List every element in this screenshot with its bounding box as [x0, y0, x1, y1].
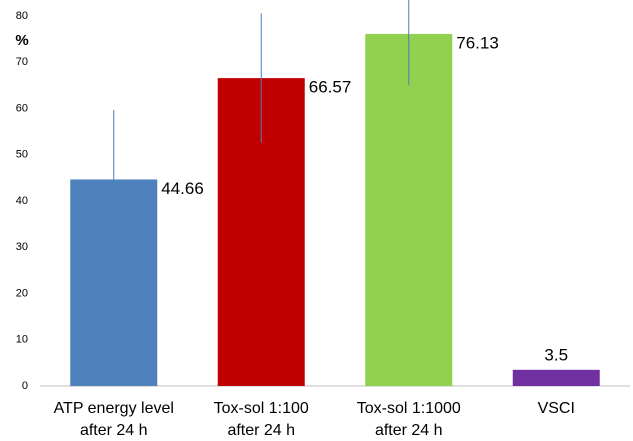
- x-tick-label: VSCI: [538, 400, 575, 417]
- value-label: 44.66: [161, 179, 204, 198]
- y-tick-label: 40: [16, 195, 28, 207]
- x-tick-label: ATP energy level: [54, 400, 174, 417]
- y-tick-label: 60: [16, 102, 28, 114]
- bar: [512, 369, 600, 386]
- x-tick-label: after 24 h: [80, 422, 148, 439]
- value-label: 66.57: [309, 78, 352, 97]
- x-tick-label: after 24 h: [227, 422, 295, 439]
- x-tick-label: Tox-sol 1:100: [214, 400, 309, 417]
- y-tick-label: 20: [16, 287, 28, 299]
- y-tick-label: 10: [16, 334, 28, 346]
- y-tick-label: 70: [16, 56, 28, 68]
- y-tick-label: 50: [16, 149, 28, 161]
- bar: [365, 33, 453, 387]
- value-label: 76.13: [456, 33, 499, 52]
- y-tick-label: 0: [22, 380, 28, 392]
- y-tick-label: 30: [16, 241, 28, 253]
- y-axis-label: %: [15, 32, 28, 49]
- value-label: 3.5: [544, 345, 568, 364]
- x-tick-label: Tox-sol 1:1000: [357, 400, 461, 417]
- x-tick-label: after 24 h: [375, 422, 443, 439]
- y-tick-label: 80: [16, 10, 28, 22]
